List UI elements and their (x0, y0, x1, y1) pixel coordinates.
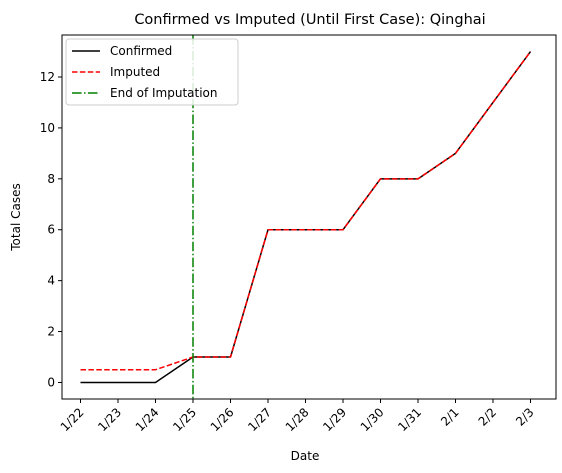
x-tick-label: 2/1 (438, 405, 462, 429)
x-axis-label: Date (291, 449, 320, 463)
legend-label-end-of-imputation: End of Imputation (110, 86, 218, 100)
x-tick-label: 2/3 (513, 405, 537, 429)
axes-frame (61, 34, 557, 400)
chart-title: Confirmed vs Imputed (Until First Case):… (134, 12, 485, 28)
series-line-imputed (80, 51, 532, 371)
x-tick-label: 1/28 (283, 405, 312, 434)
x-tick-label: 1/24 (133, 405, 162, 434)
y-tick-label: 10 (40, 121, 55, 135)
x-tick-label: 1/30 (358, 405, 387, 434)
y-tick-label: 12 (40, 70, 55, 84)
y-tick-label: 6 (47, 223, 55, 237)
x-tick-label: 1/25 (170, 405, 199, 434)
x-tick-label: 1/22 (58, 405, 87, 434)
legend: Confirmed Imputed End of Imputation (65, 38, 239, 106)
legend-label-imputed: Imputed (110, 65, 160, 79)
y-tick-label: 0 (47, 375, 55, 389)
x-tick-label: 1/27 (245, 405, 274, 434)
y-tick-label: 4 (47, 274, 55, 288)
y-axis-label: Total Cases (9, 183, 23, 251)
x-tick-label: 1/29 (320, 405, 349, 434)
y-tick-label: 2 (47, 325, 55, 339)
legend-label-confirmed: Confirmed (110, 44, 172, 58)
x-tick-label: 1/26 (208, 405, 237, 434)
y-tick-label: 8 (47, 172, 55, 186)
x-tick-label: 1/31 (395, 405, 424, 434)
x-tick-label: 2/2 (476, 405, 500, 429)
x-tick-label: 1/23 (95, 405, 124, 434)
legend-box (65, 38, 239, 106)
